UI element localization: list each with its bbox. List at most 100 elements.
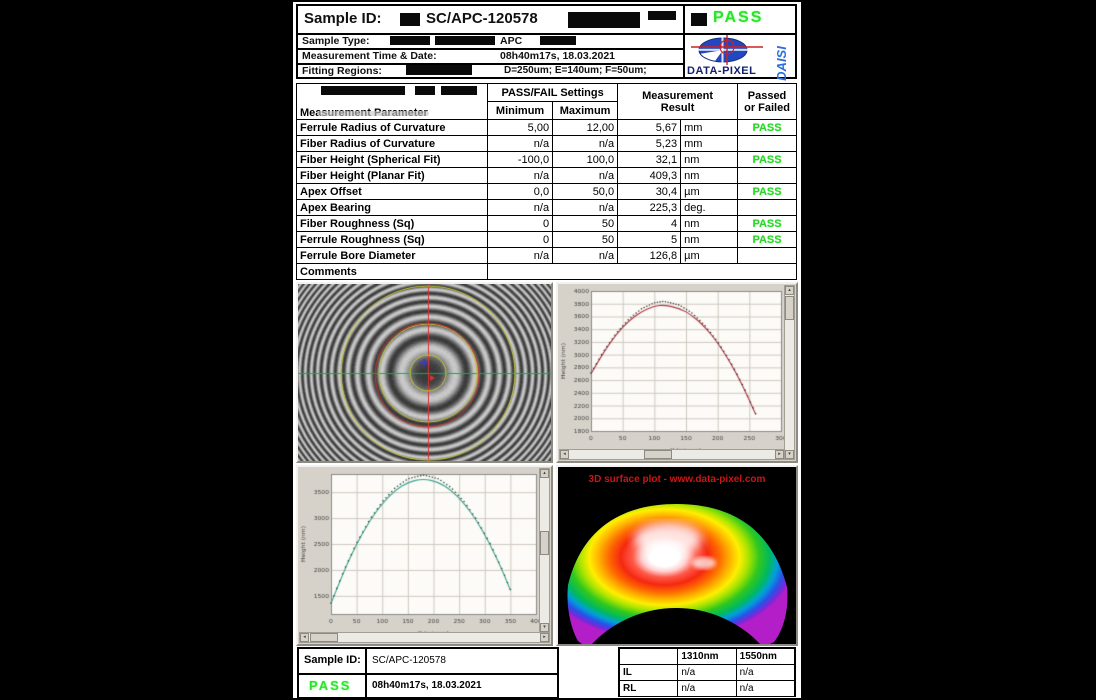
col-header-min: Minimum xyxy=(488,102,553,120)
rl-1310-value: n/a xyxy=(678,681,736,697)
min-value: 5,00 xyxy=(488,120,553,136)
horizontal-scrollbar[interactable]: ◂ ▸ xyxy=(559,449,785,460)
profile-y-chart xyxy=(558,284,796,461)
comments-row: Comments xyxy=(297,264,797,280)
scrollbar-thumb[interactable] xyxy=(310,633,338,642)
wavelength-1550-header: 1550nm xyxy=(736,649,794,665)
specular-highlight xyxy=(634,522,702,556)
min-value: 0 xyxy=(488,232,553,248)
overall-status-badge: PASS xyxy=(713,9,763,27)
status-badge: PASS xyxy=(738,152,797,168)
logo-product-text: DAISI xyxy=(774,46,789,81)
min-value: n/a xyxy=(488,168,553,184)
redaction xyxy=(406,65,472,75)
measurement-time-value: 08h40m17s, 18.03.2021 xyxy=(500,50,615,62)
footer-status-badge: PASS xyxy=(309,678,351,693)
scroll-right-button[interactable]: ▸ xyxy=(775,450,784,459)
scroll-up-button[interactable]: ▴ xyxy=(540,469,549,478)
result-value: 225,3 xyxy=(618,200,681,216)
scrollbar-thumb[interactable] xyxy=(644,450,672,459)
scroll-left-button[interactable]: ◂ xyxy=(300,633,309,642)
col-header-max: Maximum xyxy=(553,102,618,120)
scrollbar-thumb[interactable] xyxy=(540,531,549,555)
status-badge xyxy=(738,136,797,152)
col-header-settings: PASS/FAIL Settings xyxy=(488,84,618,102)
scroll-right-button[interactable]: ▸ xyxy=(540,633,549,642)
status-badge: PASS xyxy=(738,216,797,232)
result-value: 409,3 xyxy=(618,168,681,184)
redaction xyxy=(568,12,640,28)
comments-value xyxy=(488,264,797,280)
redaction xyxy=(441,86,477,95)
min-value: n/a xyxy=(488,136,553,152)
scrollbar-thumb[interactable] xyxy=(785,296,794,320)
status-badge xyxy=(738,168,797,184)
vertical-scrollbar[interactable]: ▴ ▾ xyxy=(539,468,550,633)
il-1550-value: n/a xyxy=(736,665,794,681)
measurement-row: Ferrule Radius of Curvature 5,00 12,00 5,67… xyxy=(297,120,797,136)
interferogram-panel xyxy=(296,282,553,463)
max-value: n/a xyxy=(553,200,618,216)
result-value: 30,4 xyxy=(618,184,681,200)
footer-sample-id-label: Sample ID: xyxy=(304,654,361,666)
profile-x-chart xyxy=(298,467,551,644)
min-value: n/a xyxy=(488,248,553,264)
status-badge xyxy=(738,248,797,264)
scroll-up-button[interactable]: ▴ xyxy=(785,286,794,295)
parameter-name: Apex Bearing xyxy=(297,200,488,216)
parameter-name: Ferrule Roughness (Sq) xyxy=(297,232,488,248)
il-rl-table: 1310nm 1550nm IL n/a n/a RL n/a n/a xyxy=(618,647,796,697)
status-badge xyxy=(738,200,797,216)
vertical-scrollbar[interactable]: ▴ ▾ xyxy=(784,285,795,460)
min-value: 0 xyxy=(488,216,553,232)
screenshot-root: { "colors": {"pass_green":"#2bd52b","tit… xyxy=(0,0,1096,700)
scroll-left-button[interactable]: ◂ xyxy=(560,450,569,459)
footer-datetime: 08h40m17s, 18.03.2021 xyxy=(372,680,482,691)
result-value: 126,8 xyxy=(618,248,681,264)
surface-plot-title: 3D surface plot - www.data-pixel.com xyxy=(589,474,766,485)
redaction xyxy=(400,13,420,26)
measurement-row: Fiber Roughness (Sq) 0 50 4 nm PASS xyxy=(297,216,797,232)
parameter-name: Ferrule Bore Diameter xyxy=(297,248,488,264)
max-value: n/a xyxy=(553,248,618,264)
sample-type-label: Sample Type: xyxy=(302,35,370,47)
ilrl-corner-cell xyxy=(620,649,678,665)
redaction xyxy=(390,36,430,45)
sample-type-row: Sample Type: APC xyxy=(298,33,683,48)
redaction-faint xyxy=(317,111,429,116)
fitting-regions-value: D=250um; E=140um; F=50um; xyxy=(504,65,647,76)
parameter-name: Fiber Height (Spherical Fit) xyxy=(297,152,488,168)
sample-id-value: SC/APC-120578 xyxy=(426,10,538,27)
redaction xyxy=(540,36,576,45)
result-value: 5 xyxy=(618,232,681,248)
measurement-time-row: Measurement Time & Date: 08h40m17s, 18.0… xyxy=(298,48,683,63)
surface-3d-panel: 3D surface plot - www.data-pixel.com xyxy=(556,465,798,646)
comments-label: Comments xyxy=(297,264,488,280)
sample-id-row: Sample ID: SC/APC-120578 xyxy=(298,6,683,33)
rl-1550-value: n/a xyxy=(736,681,794,697)
surface-3d-plot: 3D surface plot - www.data-pixel.com xyxy=(558,467,796,644)
result-unit: nm xyxy=(681,152,738,168)
measurement-row: Ferrule Roughness (Sq) 0 50 5 nm PASS xyxy=(297,232,797,248)
scroll-down-button[interactable]: ▾ xyxy=(785,450,794,459)
status-badge: PASS xyxy=(738,184,797,200)
result-value: 5,67 xyxy=(618,120,681,136)
result-value: 4 xyxy=(618,216,681,232)
col-header-passed: Passed or Failed xyxy=(738,84,797,120)
max-value: n/a xyxy=(553,168,618,184)
sample-id-label: Sample ID: xyxy=(304,10,382,27)
scroll-down-button[interactable]: ▾ xyxy=(540,623,549,632)
interferogram-image xyxy=(298,284,551,461)
redaction xyxy=(321,86,405,95)
result-unit: µm xyxy=(681,184,738,200)
redaction xyxy=(648,11,676,20)
result-unit: deg. xyxy=(681,200,738,216)
rl-label: RL xyxy=(620,681,678,697)
result-unit: mm xyxy=(681,120,738,136)
result-value: 5,23 xyxy=(618,136,681,152)
horizontal-scrollbar[interactable]: ◂ ▸ xyxy=(299,632,550,643)
overall-status-cell: PASS xyxy=(685,6,795,33)
min-value: -100,0 xyxy=(488,152,553,168)
max-value: 12,00 xyxy=(553,120,618,136)
measurement-row: Fiber Radius of Curvature n/a n/a 5,23 mm xyxy=(297,136,797,152)
